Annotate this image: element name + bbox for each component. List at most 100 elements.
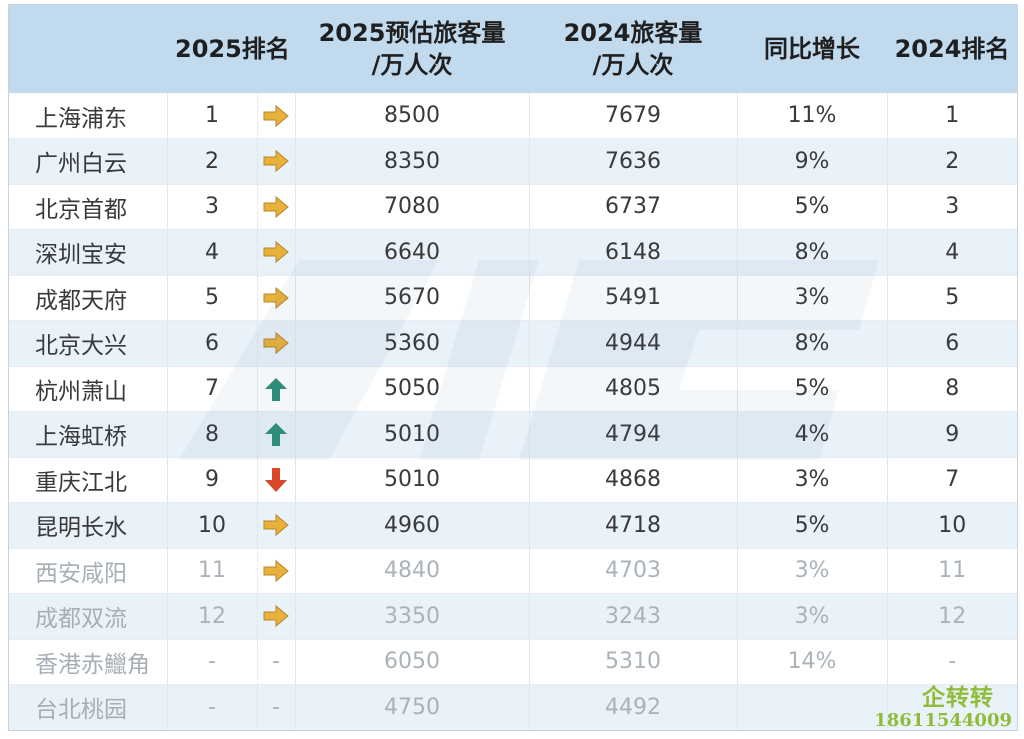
rank-2025: - [167,684,258,730]
trend-cell [257,229,296,276]
rank-2025: 11 [167,548,258,594]
pax-2024-value: 4944 [529,320,738,367]
rank-2025: - [167,639,258,685]
airport-name: 深圳宝安 [9,229,168,276]
yoy-growth: 11% [737,93,888,139]
trend-cell [257,366,296,412]
header-est-2025-line1: 2025预估旅客量 [318,19,506,47]
table-row: 昆明长水 10 4960 4718 5% 10 [9,502,1017,549]
trend-cell [257,457,296,503]
airport-name: 昆明长水 [9,502,168,549]
airport-name: 北京首都 [9,184,168,230]
rank-2025: 4 [167,229,258,276]
yoy-growth: 4% [737,411,888,458]
airport-name: 成都天府 [9,275,168,321]
yoy-growth: 3% [737,457,888,503]
header-est-2025-line2: /万人次 [371,51,453,79]
arrow-up-icon [261,421,291,447]
airport-name: 西安咸阳 [9,548,168,594]
rank-2024: - [887,639,1017,685]
airport-name: 台北桃园 [9,684,168,730]
arrow-right-icon [261,148,291,174]
trend-cell [257,593,296,640]
table-row: 广州白云 2 8350 7636 9% 2 [9,138,1017,185]
trend-cell [257,320,296,367]
est-2025-value: 4840 [295,548,530,594]
rank-2024: 12 [887,593,1017,640]
table-row: 上海虹桥 8 5010 4794 4% 9 [9,411,1017,458]
pax-2024-value: 7636 [529,138,738,185]
arrow-right-icon [261,103,291,129]
trend-cell [257,93,296,139]
rank-2025: 12 [167,593,258,640]
table-row: 上海浦东 1 8500 7679 11% 1 [9,93,1017,139]
pax-2024-value: 3243 [529,593,738,640]
est-2025-value: 5010 [295,457,530,503]
header-airport [9,5,167,93]
header-rank-2024: 2024排名 [894,35,1010,63]
trend-cell: - [257,639,296,685]
header-pax-2024-line2: /万人次 [592,51,674,79]
table-row: 成都双流 12 3350 3243 3% 12 [9,593,1017,640]
est-2025-value: 6640 [295,229,530,276]
est-2025-value: 8350 [295,138,530,185]
trend-cell [257,548,296,594]
airport-name: 杭州萧山 [9,366,168,412]
arrow-right-icon [261,512,291,538]
est-2025-value: 4960 [295,502,530,549]
est-2025-value: 8500 [295,93,530,139]
est-2025-value: 5360 [295,320,530,367]
airport-ranking-table: 2025排名 2025预估旅客量 /万人次 2024旅客量 /万人次 同比增长 … [9,5,1017,730]
table-row: 北京大兴 6 5360 4944 8% 6 [9,320,1017,367]
rank-2025: 6 [167,320,258,367]
rank-2025: 3 [167,184,258,230]
yoy-growth: 3% [737,275,888,321]
pax-2024-value: 4703 [529,548,738,594]
pax-2024-value: 7679 [529,93,738,139]
yoy-growth: 8% [737,229,888,276]
table-row: 香港赤鱲角 - -6050 5310 14% - [9,639,1017,685]
rank-2024: 4 [887,229,1017,276]
rank-2024: 11 [887,548,1017,594]
airport-name: 上海浦东 [9,93,168,139]
trend-cell [257,502,296,549]
watermark-phone: 18611544009 [874,710,1012,731]
table-row: 成都天府 5 5670 5491 3% 5 [9,275,1017,321]
yoy-growth: 9% [737,138,888,185]
rank-2025: 7 [167,366,258,412]
rank-2025: 5 [167,275,258,321]
est-2025-value: 5050 [295,366,530,412]
pax-2024-value: 4805 [529,366,738,412]
rank-2024: 9 [887,411,1017,458]
est-2025-value: 5010 [295,411,530,458]
header-pax-2024: 2024旅客量 /万人次 [529,5,737,93]
pax-2024-value: 6148 [529,229,738,276]
pax-2024-value: 6737 [529,184,738,230]
pax-2024-value: 4492 [529,684,738,730]
header-pax-2024-line1: 2024旅客量 [563,19,703,47]
est-2025-value: 5670 [295,275,530,321]
airport-name: 广州白云 [9,138,168,185]
yoy-growth: 3% [737,548,888,594]
rank-2024: 7 [887,457,1017,503]
header-rank-2025: 2025排名 [175,35,290,63]
pax-2024-value: 5310 [529,639,738,685]
arrow-down-icon [261,467,291,493]
airport-name: 重庆江北 [9,457,168,503]
rank-2024: 1 [887,93,1017,139]
pax-2024-value: 4868 [529,457,738,503]
yoy-growth: 3% [737,593,888,640]
rank-2025: 8 [167,411,258,458]
table-row: 重庆江北 9 5010 4868 3% 7 [9,457,1017,503]
rank-2024 [887,684,1017,730]
rank-2024: 10 [887,502,1017,549]
rank-2024: 5 [887,275,1017,321]
est-2025-value: 6050 [295,639,530,685]
table-row: 西安咸阳 11 4840 4703 3% 11 [9,548,1017,594]
est-2025-value: 4750 [295,684,530,730]
rank-2025: 10 [167,502,258,549]
table-header-row: 2025排名 2025预估旅客量 /万人次 2024旅客量 /万人次 同比增长 … [9,5,1017,93]
rank-2024: 8 [887,366,1017,412]
table-row: 深圳宝安 4 6640 6148 8% 4 [9,229,1017,276]
rank-2024: 3 [887,184,1017,230]
